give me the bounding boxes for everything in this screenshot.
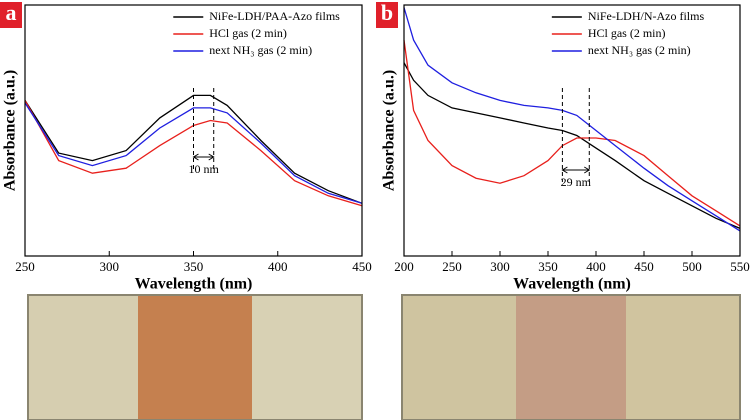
series-line bbox=[403, 40, 741, 227]
x-tick-label: 400 bbox=[268, 259, 288, 274]
span-arrow bbox=[561, 166, 591, 174]
y-axis-label: Absorbance (a.u.) bbox=[2, 70, 19, 191]
x-axis-label: Wavelength (nm) bbox=[135, 276, 253, 293]
series-line bbox=[403, 7, 741, 232]
legend-label: next NH₃ gas (2 min) bbox=[588, 43, 691, 57]
annotation: 10 nm bbox=[188, 162, 219, 176]
panel-label-box bbox=[376, 2, 398, 28]
span-arrow bbox=[192, 153, 215, 161]
x-tick-label: 350 bbox=[538, 259, 558, 274]
panel-label-box bbox=[0, 2, 22, 28]
legend-label: next NH₃ gas (2 min) bbox=[209, 43, 312, 57]
legend-label: NiFe-LDH/PAA-Azo films bbox=[209, 9, 340, 23]
series-line bbox=[24, 100, 363, 207]
legend-label: HCl gas (2 min) bbox=[209, 26, 287, 40]
x-tick-label: 350 bbox=[184, 259, 204, 274]
plot-frame bbox=[403, 4, 741, 257]
annotation: 29 nm bbox=[561, 175, 592, 189]
y-axis-label: Absorbance (a.u.) bbox=[381, 70, 398, 191]
photo-b bbox=[401, 294, 741, 420]
x-tick-label: 250 bbox=[15, 259, 35, 274]
x-tick-label: 300 bbox=[100, 259, 120, 274]
series-line bbox=[24, 102, 363, 204]
x-axis-label: Wavelength (nm) bbox=[513, 276, 631, 293]
series-line bbox=[403, 62, 741, 229]
x-tick-label: 450 bbox=[352, 259, 372, 274]
x-tick-label: 250 bbox=[442, 259, 462, 274]
panel-label: b bbox=[381, 0, 393, 25]
x-tick-label: 450 bbox=[634, 259, 654, 274]
legend-label: HCl gas (2 min) bbox=[588, 26, 666, 40]
series-line bbox=[24, 94, 363, 204]
x-tick-label: 300 bbox=[490, 259, 510, 274]
x-tick-label: 400 bbox=[586, 259, 606, 274]
x-tick-label: 500 bbox=[682, 259, 702, 274]
x-tick-label: 550 bbox=[730, 259, 750, 274]
legend-label: NiFe-LDH/N-Azo films bbox=[588, 9, 705, 23]
photo-a bbox=[27, 294, 363, 420]
panel-label: a bbox=[6, 0, 17, 25]
x-tick-label: 200 bbox=[394, 259, 414, 274]
